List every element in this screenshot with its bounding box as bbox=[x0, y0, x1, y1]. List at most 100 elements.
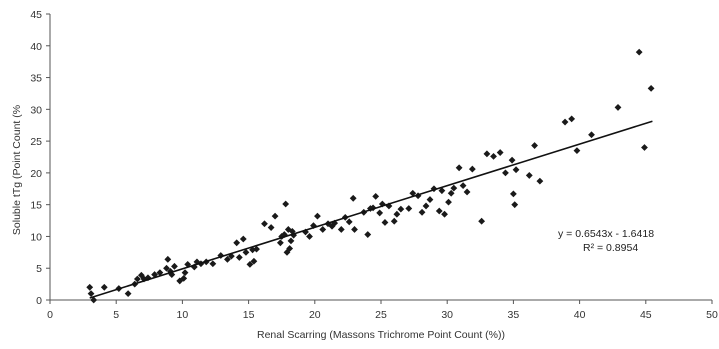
x-tick-label: 20 bbox=[309, 309, 321, 321]
data-point bbox=[351, 226, 358, 233]
data-point bbox=[171, 262, 178, 270]
data-point bbox=[87, 290, 95, 298]
x-axis-title: Renal Scarring (Massons Trichrome Point … bbox=[257, 329, 505, 341]
data-point bbox=[271, 212, 279, 220]
data-point bbox=[306, 233, 313, 240]
y-tick-label: 45 bbox=[30, 9, 42, 21]
data-point bbox=[349, 194, 357, 202]
data-point bbox=[164, 255, 172, 263]
data-point bbox=[261, 220, 268, 228]
data-point bbox=[190, 263, 198, 271]
data-point bbox=[588, 131, 595, 139]
data-point bbox=[235, 254, 243, 261]
y-tick-label: 20 bbox=[30, 168, 42, 180]
data-point bbox=[393, 210, 401, 218]
data-point bbox=[455, 164, 463, 172]
data-point bbox=[390, 217, 398, 225]
trendline bbox=[89, 120, 653, 299]
data-point bbox=[246, 261, 254, 268]
data-point bbox=[314, 212, 321, 220]
x-axis-ticks: 0 5 10 15 20 25 30 35 40 45 50 bbox=[47, 300, 718, 321]
data-point bbox=[568, 115, 576, 123]
x-axis: 0 5 10 15 20 25 30 35 40 45 50 bbox=[47, 299, 718, 321]
data-point bbox=[144, 274, 152, 282]
data-point bbox=[239, 235, 247, 243]
data-point bbox=[242, 248, 250, 256]
y-tick-label: 0 bbox=[36, 295, 42, 307]
y-axis: 0 5 10 15 20 25 30 35 40 45 bbox=[30, 9, 51, 307]
data-point bbox=[345, 218, 353, 226]
data-point bbox=[447, 189, 455, 197]
data-point bbox=[180, 274, 188, 282]
data-point bbox=[561, 118, 569, 126]
data-point bbox=[163, 264, 170, 272]
data-point bbox=[496, 149, 504, 156]
y-axis-ticks: 0 5 10 15 20 25 30 35 40 45 bbox=[30, 9, 50, 307]
data-point bbox=[438, 187, 446, 195]
data-point bbox=[463, 188, 471, 196]
data-point bbox=[156, 269, 164, 277]
x-tick-label: 40 bbox=[574, 309, 586, 321]
x-tick-label: 35 bbox=[508, 309, 520, 321]
data-point bbox=[284, 226, 292, 233]
x-tick-label: 25 bbox=[375, 309, 387, 321]
data-point bbox=[422, 202, 430, 210]
data-point bbox=[287, 237, 295, 245]
data-point bbox=[209, 260, 217, 268]
data-point bbox=[372, 193, 380, 200]
data-point bbox=[445, 198, 452, 206]
data-point bbox=[459, 182, 467, 189]
data-point bbox=[253, 245, 260, 253]
data-point bbox=[483, 150, 491, 158]
data-point bbox=[647, 84, 655, 92]
y-tick-label: 35 bbox=[30, 73, 42, 85]
data-point bbox=[86, 283, 94, 291]
x-tick-label: 15 bbox=[243, 309, 255, 321]
y-tick-label: 25 bbox=[30, 136, 42, 148]
trendline-equation: y = 0.6543x - 1.6418 bbox=[558, 228, 654, 240]
x-tick-label: 30 bbox=[441, 309, 453, 321]
data-point bbox=[250, 257, 258, 265]
data-point bbox=[641, 144, 648, 151]
x-tick-label: 0 bbox=[47, 309, 53, 321]
data-point bbox=[337, 226, 345, 233]
data-point bbox=[478, 217, 486, 225]
data-point bbox=[450, 184, 458, 192]
data-point bbox=[233, 239, 241, 247]
y-tick-label: 30 bbox=[30, 104, 42, 116]
data-point bbox=[288, 227, 296, 235]
data-point bbox=[124, 290, 132, 298]
data-point bbox=[376, 209, 384, 217]
data-point bbox=[490, 152, 497, 160]
data-point bbox=[100, 283, 108, 291]
data-point bbox=[405, 205, 413, 212]
y-tick-label: 40 bbox=[30, 41, 42, 53]
data-point bbox=[276, 239, 284, 247]
data-point bbox=[512, 166, 520, 174]
data-point bbox=[364, 231, 372, 238]
data-points bbox=[86, 48, 655, 304]
data-point bbox=[217, 252, 225, 259]
data-point bbox=[286, 245, 294, 252]
data-point bbox=[468, 165, 476, 173]
data-point bbox=[181, 269, 189, 277]
x-tick-label: 10 bbox=[177, 309, 189, 321]
data-point bbox=[418, 208, 426, 216]
trendline-r2: R² = 0.8954 bbox=[583, 242, 638, 254]
data-point bbox=[224, 255, 231, 263]
data-point bbox=[267, 224, 275, 231]
data-point bbox=[397, 205, 405, 213]
data-point bbox=[614, 104, 622, 111]
data-point bbox=[140, 275, 148, 283]
data-point bbox=[426, 196, 434, 203]
x-tick-label: 50 bbox=[706, 309, 718, 321]
data-point bbox=[90, 296, 98, 304]
data-point bbox=[508, 156, 516, 164]
data-point bbox=[531, 142, 538, 149]
x-tick-label: 5 bbox=[113, 309, 119, 321]
x-tick-label: 45 bbox=[640, 309, 652, 321]
data-point bbox=[409, 189, 417, 197]
data-point bbox=[381, 219, 389, 226]
data-point bbox=[525, 172, 533, 179]
